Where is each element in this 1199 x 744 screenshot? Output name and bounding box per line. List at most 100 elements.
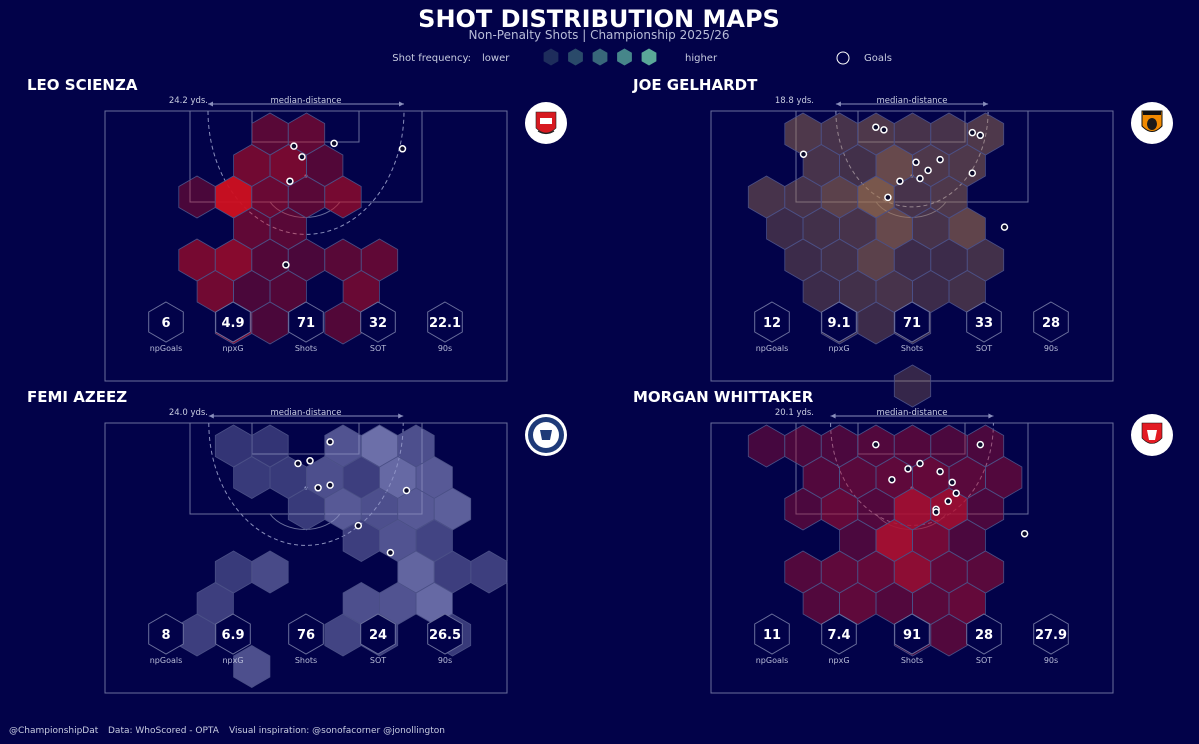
goal-marker	[888, 475, 896, 484]
player-name: MORGAN WHITTAKER	[633, 388, 814, 406]
goal-marker	[944, 497, 952, 506]
legend-scale-hex	[568, 48, 583, 66]
goal-marker	[924, 166, 932, 175]
stat-value: 28	[1042, 316, 1060, 331]
goal-marker	[799, 150, 808, 158]
median-distance-value: 18.8 yds.	[775, 96, 814, 106]
page-title: SHOT DISTRIBUTION MAPS	[418, 5, 780, 33]
goal-marker	[314, 484, 322, 492]
arrow-head-right	[983, 101, 989, 107]
player-name: FEMI AZEEZ	[27, 388, 127, 406]
goal-marker	[936, 155, 944, 164]
median-distance-value: 20.1 yds.	[775, 408, 814, 418]
stat-value: 22.1	[429, 316, 461, 331]
median-distance-caption: median-distance	[271, 408, 342, 418]
shot-hex	[251, 550, 289, 594]
arrow-head-right	[988, 413, 994, 419]
player-name: JOE GELHARDT	[632, 76, 758, 94]
goal-marker	[952, 489, 960, 497]
stat-hex	[754, 613, 790, 655]
footer-inspiration: Visual inspiration: @sonofacorner @jonol…	[229, 726, 445, 736]
goal-marker	[916, 459, 924, 468]
stat-label: SOT	[370, 344, 386, 353]
stat-label: 90s	[438, 656, 452, 665]
goal-marker	[896, 177, 904, 185]
arrow-head-left	[835, 101, 841, 107]
stat-hex	[821, 613, 857, 655]
goal-marker	[884, 193, 892, 202]
stat-hex	[427, 301, 463, 343]
stat-value: 9.1	[827, 316, 850, 331]
arrow-head-left	[208, 101, 213, 107]
goal-marker	[912, 158, 920, 167]
stat-label: 90s	[438, 344, 452, 353]
median-distance-caption: median-distance	[877, 408, 948, 418]
page-subtitle: Non-Penalty Shots | Championship 2025/26	[469, 28, 730, 42]
legend-goal-marker	[836, 51, 850, 65]
goal-marker	[398, 145, 407, 153]
stat-hex	[1033, 613, 1069, 655]
goal-marker	[932, 508, 940, 516]
goal-marker	[872, 440, 880, 449]
median-distance-value: 24.2 yds.	[169, 96, 208, 106]
player-panel: JOE GELHARDT 18.8 yds. median-distance 12 np…	[632, 76, 1173, 408]
stat-hex	[1033, 301, 1069, 343]
goal-marker	[326, 481, 334, 489]
stat-value: 6.9	[221, 628, 244, 643]
goal-marker	[1000, 223, 1009, 231]
legend-scale-hex	[543, 48, 559, 66]
goal-marker	[968, 128, 977, 137]
player-panel: LEO SCIENZA 24.2 yds. median-distance 6 npGo…	[27, 76, 567, 382]
goal-marker	[916, 174, 924, 183]
middlesbrough-crest-icon	[1131, 414, 1173, 456]
stat-label: npxG	[222, 344, 243, 353]
stat-hex	[966, 301, 1002, 343]
stat-label: Shots	[901, 656, 923, 665]
goal-marker	[872, 123, 880, 131]
stat-value: 12	[763, 316, 781, 331]
stat-hex	[215, 301, 251, 343]
goal-marker	[306, 457, 314, 465]
legend-scale-hex	[592, 48, 608, 66]
hull-city-crest-icon	[1131, 102, 1173, 144]
stat-value: 4.9	[221, 316, 244, 331]
legend-goals-label: Goals	[864, 53, 892, 64]
stat-hex	[754, 301, 790, 343]
stat-hex	[288, 301, 324, 343]
stat-label: npxG	[222, 656, 243, 665]
stat-label: 90s	[1044, 656, 1058, 665]
stat-value: 6	[161, 316, 170, 331]
goal-marker	[290, 142, 298, 150]
southampton-crest-icon	[525, 102, 567, 144]
goal-marker	[326, 438, 334, 446]
stat-value: 28	[975, 628, 993, 643]
median-distance-caption: median-distance	[271, 96, 342, 106]
stat-label: npxG	[828, 344, 849, 353]
millwall-crest-icon	[525, 414, 567, 456]
goal-marker	[286, 177, 294, 185]
legend-frequency-label: Shot frequency:	[392, 53, 471, 64]
goal-marker	[968, 169, 977, 177]
stat-value: 24	[369, 628, 387, 643]
arrow-head-right	[398, 413, 404, 419]
stat-value: 33	[975, 316, 993, 331]
footer-handle: @ChampionshipDat	[9, 726, 99, 736]
shot-hex	[747, 424, 786, 468]
goal-marker	[294, 459, 302, 468]
goal-marker	[936, 467, 944, 476]
goal-marker	[282, 261, 290, 269]
legend-higher-label: higher	[685, 53, 718, 64]
frequency-legend: Shot frequency: lower higher Goals	[392, 48, 892, 66]
stat-hex	[966, 613, 1002, 655]
stat-label: npGoals	[150, 344, 183, 353]
stat-label: npGoals	[756, 656, 789, 665]
stat-label: SOT	[976, 656, 992, 665]
shot-hex	[233, 645, 271, 688]
goal-marker	[330, 139, 338, 148]
stat-value: 11	[763, 628, 781, 643]
stat-value: 91	[903, 628, 921, 643]
stat-label: npGoals	[150, 656, 183, 665]
arrow-head-left	[208, 413, 214, 419]
player-name: LEO SCIENZA	[27, 76, 138, 94]
